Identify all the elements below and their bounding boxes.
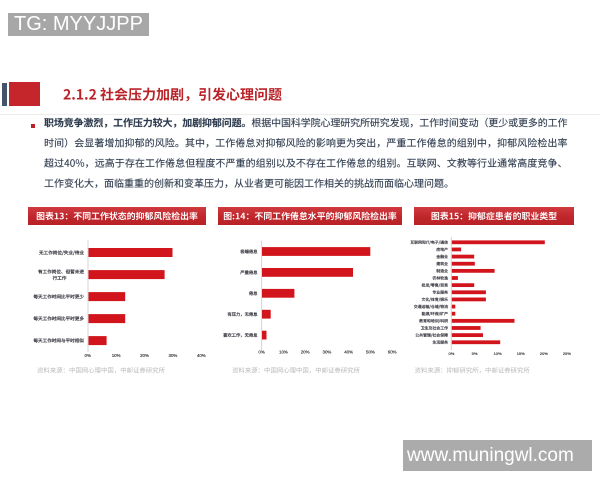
svg-text:15%: 15% <box>517 351 525 356</box>
svg-text:25%: 25% <box>563 351 571 356</box>
svg-text:30%: 30% <box>169 353 178 358</box>
svg-text:0%: 0% <box>449 351 455 356</box>
svg-text:20%: 20% <box>540 351 548 356</box>
svg-text:30%: 30% <box>323 349 332 354</box>
svg-text:20%: 20% <box>301 349 310 354</box>
svg-text:60%: 60% <box>388 349 397 354</box>
svg-text:5%: 5% <box>472 351 478 356</box>
svg-text:40%: 40% <box>344 349 353 354</box>
svg-text:0%: 0% <box>85 353 91 358</box>
svg-text:10%: 10% <box>494 351 502 356</box>
svg-text:10%: 10% <box>279 349 288 354</box>
svg-text:10%: 10% <box>112 353 121 358</box>
svg-text:40%: 40% <box>197 353 206 358</box>
svg-text:20%: 20% <box>140 353 149 358</box>
svg-text:0%: 0% <box>258 349 264 354</box>
svg-text:50%: 50% <box>366 349 375 354</box>
